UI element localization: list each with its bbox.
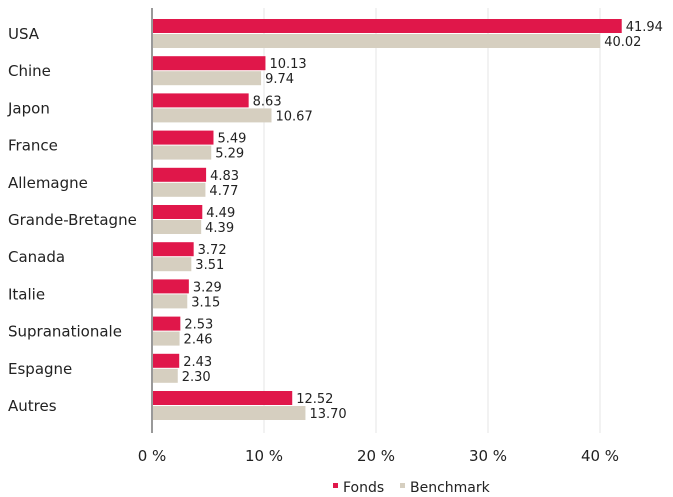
category-labels: USA Chine Japon France Allemagne Grande-Breta… — [7, 25, 137, 415]
bar-benchmark — [153, 182, 206, 197]
value-label-benchmark: 10.67 — [276, 109, 313, 124]
bar-fonds — [153, 279, 189, 294]
x-tick-labels: 0 % 10 % 20 % 30 % 40 % — [138, 447, 619, 465]
legend-label-benchmark: Benchmark — [410, 480, 491, 496]
x-tick-label: 40 % — [581, 447, 619, 465]
category-label: Autres — [8, 397, 57, 415]
bar-fonds — [153, 167, 207, 182]
bar-fonds — [153, 242, 194, 257]
value-label-fonds: 41.94 — [626, 20, 663, 35]
bar-fonds — [153, 93, 249, 108]
bar-benchmark — [153, 368, 178, 383]
category-label: Canada — [8, 248, 65, 266]
value-label-benchmark: 5.29 — [215, 147, 244, 162]
category-label: Japon — [7, 99, 50, 117]
category-label: Allemagne — [8, 174, 88, 192]
bar-benchmark — [153, 145, 212, 160]
legend-swatch-fonds — [333, 483, 338, 488]
value-label-fonds: 2.53 — [184, 318, 213, 333]
bar-fonds — [153, 19, 622, 33]
value-label-fonds: 3.72 — [198, 243, 227, 258]
value-label-fonds: 4.83 — [210, 169, 239, 184]
category-label: USA — [8, 25, 40, 43]
value-label-fonds: 12.52 — [296, 392, 333, 407]
legend-swatch-benchmark — [400, 483, 405, 488]
x-tick-label: 10 % — [245, 447, 283, 465]
category-label: Espagne — [8, 360, 72, 378]
category-label: Chine — [8, 62, 51, 80]
bar-benchmark — [153, 220, 202, 234]
value-label-fonds: 5.49 — [217, 132, 246, 147]
value-label-fonds: 4.49 — [206, 206, 235, 221]
bar-benchmark — [153, 108, 272, 123]
value-label-fonds: 3.29 — [193, 280, 222, 295]
bar-benchmark — [153, 331, 180, 346]
category-label: Italie — [8, 285, 45, 303]
x-tick-label: 0 % — [138, 447, 167, 465]
value-label-fonds: 2.43 — [183, 355, 212, 370]
bar-fonds — [153, 316, 181, 331]
value-label-benchmark: 2.46 — [184, 333, 213, 348]
value-label-benchmark: 3.15 — [191, 295, 220, 310]
bar-benchmark — [153, 71, 262, 86]
value-label-benchmark: 3.51 — [195, 258, 224, 273]
bar-fonds — [153, 130, 214, 145]
value-label-benchmark: 4.77 — [209, 184, 238, 199]
bar-benchmark — [153, 34, 601, 48]
value-label-fonds: 10.13 — [269, 57, 306, 72]
bar-fonds — [153, 205, 203, 219]
category-label: Grande-Bretagne — [8, 211, 137, 229]
bar-benchmark — [153, 406, 306, 420]
value-label-benchmark: 4.39 — [205, 221, 234, 236]
bar-benchmark — [153, 294, 188, 309]
category-label: France — [8, 137, 58, 155]
x-tick-label: 20 % — [357, 447, 395, 465]
bar-benchmark — [153, 257, 192, 272]
bar-fonds — [153, 391, 293, 405]
value-label-benchmark: 9.74 — [265, 72, 294, 87]
grid-lines — [263, 8, 601, 433]
value-label-benchmark: 13.70 — [309, 407, 346, 422]
x-tick-label: 30 % — [469, 447, 507, 465]
category-label: Supranationale — [8, 323, 122, 341]
bar-fonds — [153, 56, 266, 71]
bars-group — [153, 19, 622, 420]
legend: Fonds Benchmark — [333, 480, 491, 496]
value-label-benchmark: 40.02 — [604, 35, 641, 50]
legend-label-fonds: Fonds — [343, 480, 384, 496]
value-label-fonds: 8.63 — [253, 94, 282, 109]
bar-fonds — [153, 353, 180, 368]
value-label-benchmark: 2.30 — [182, 370, 211, 385]
